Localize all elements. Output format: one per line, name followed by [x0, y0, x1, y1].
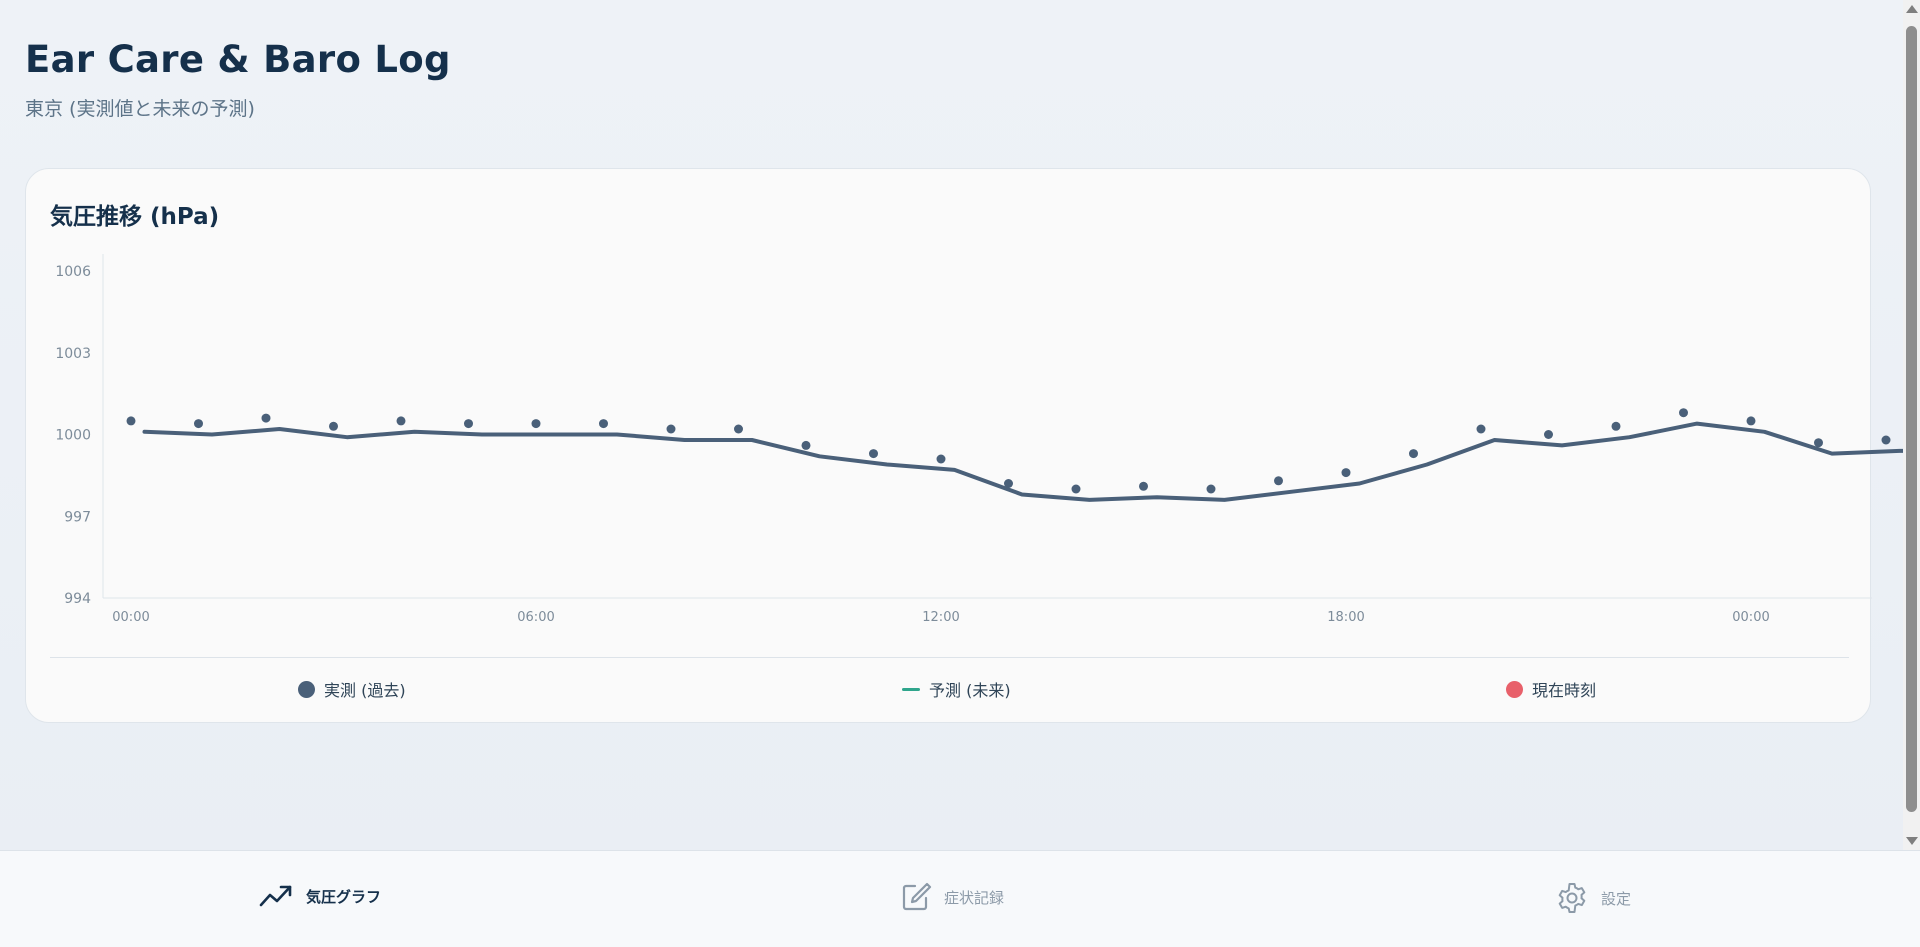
- data-point: [1476, 424, 1486, 434]
- legend-label-actual: 実測 (過去): [324, 681, 406, 700]
- data-point: [1679, 408, 1688, 418]
- x-tick-label: 18:00: [1327, 610, 1364, 625]
- pressure-line: [142, 421, 1920, 502]
- data-point: [1746, 416, 1756, 426]
- data-point: [1814, 438, 1823, 448]
- data-point: [1611, 421, 1621, 431]
- data-point: [126, 416, 136, 426]
- data-point: [531, 419, 541, 429]
- bottom-nav: 気圧グラフ 症状記録 設定: [0, 850, 1920, 947]
- y-tick-labels: 994 997 1000 1003 1006: [55, 264, 91, 607]
- data-point: [1206, 484, 1216, 494]
- legend-marker-now: [1506, 680, 1523, 698]
- data-point: [194, 419, 203, 429]
- data-point: [1071, 484, 1081, 494]
- y-tick-label: 1000: [55, 428, 91, 444]
- data-point: [1004, 479, 1013, 488]
- x-tick-label: 06:00: [517, 610, 554, 625]
- y-tick-label: 994: [64, 591, 91, 607]
- nav-label-settings: 設定: [1601, 889, 1632, 908]
- data-point: [936, 454, 946, 464]
- data-point: [1139, 481, 1148, 491]
- y-tick-label: 1003: [55, 346, 91, 362]
- data-point: [1544, 430, 1553, 439]
- vertical-scrollbar[interactable]: [1903, 0, 1920, 850]
- legend-item-actual: 実測 (過去): [298, 677, 406, 701]
- legend-label-now: 現在時刻: [1532, 681, 1597, 700]
- trending-up-icon: [259, 885, 292, 907]
- page-title: Ear Care & Baro Log: [25, 38, 451, 81]
- data-point: [1341, 468, 1351, 478]
- data-point: [1274, 476, 1283, 486]
- data-point: [801, 440, 811, 450]
- data-point: [396, 416, 406, 426]
- legend-label-forecast: 予測 (未来): [929, 681, 1011, 700]
- chart-title: 気圧推移 (hPa): [50, 204, 220, 230]
- nav-item-pressure-graph[interactable]: 気圧グラフ: [258, 881, 381, 911]
- data-point: [1881, 435, 1891, 445]
- x-tick-labels: 00:00 06:00 12:00 18:00 00:00: [112, 610, 1769, 625]
- data-point: [329, 421, 338, 431]
- y-tick-label: 1006: [55, 264, 91, 280]
- pressure-chart-card: 気圧推移 (hPa) 994 997 1000 1003 1006 00:00 06:00…: [25, 168, 1920, 723]
- x-tick-label: 00:00: [112, 610, 149, 625]
- data-point: [261, 413, 271, 423]
- data-point: [1409, 449, 1418, 459]
- edit-note-icon: [902, 882, 932, 911]
- nav-item-settings[interactable]: 設定: [1555, 881, 1631, 915]
- scroll-up-arrow-icon[interactable]: [1906, 5, 1918, 13]
- y-tick-label: 997: [64, 509, 91, 525]
- forecast-series: [142, 421, 1920, 502]
- data-point: [734, 424, 743, 434]
- data-point: [666, 424, 676, 434]
- actual-series: [126, 408, 1891, 494]
- legend-item-forecast: 予測 (未来): [902, 677, 1011, 701]
- page-subtitle: 東京 (実測値と未来の予測): [25, 98, 255, 120]
- x-tick-label: 12:00: [922, 610, 959, 625]
- gear-icon: [1558, 883, 1586, 913]
- nav-label-pressure-graph: 気圧グラフ: [306, 887, 382, 906]
- legend-item-now: 現在時刻: [1506, 677, 1596, 701]
- x-tick-label: 00:00: [1732, 610, 1769, 625]
- legend-marker-actual: [298, 680, 315, 698]
- data-point: [464, 419, 473, 429]
- data-point: [599, 419, 608, 429]
- nav-item-symptom-log[interactable]: 症状記録: [900, 881, 1004, 913]
- nav-label-symptom-log: 症状記録: [944, 888, 1005, 907]
- scroll-thumb[interactable]: [1906, 26, 1917, 812]
- scroll-down-arrow-icon[interactable]: [1906, 837, 1918, 845]
- legend-divider: [50, 657, 1849, 658]
- data-point: [869, 449, 878, 459]
- legend-marker-forecast: [902, 687, 920, 691]
